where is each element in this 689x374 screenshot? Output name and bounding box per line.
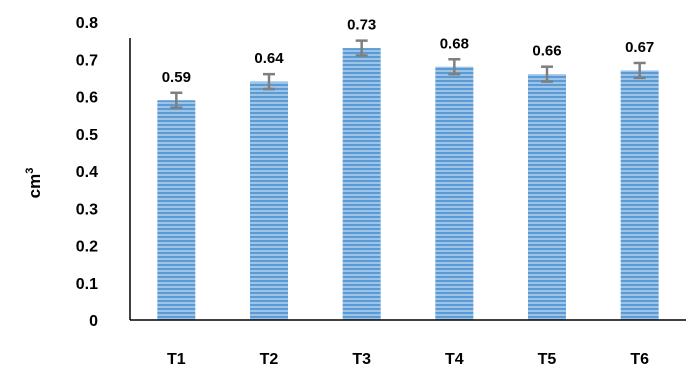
y-tick-label: 0.6 [76, 90, 98, 107]
y-axis-title: cm3 [24, 168, 44, 199]
data-label-t5: 0.66 [532, 43, 561, 60]
data-label-t4: 0.68 [440, 35, 469, 52]
data-label-t1: 0.59 [162, 69, 191, 86]
error-bar-t2 [263, 72, 275, 91]
bar-t4 [435, 66, 474, 320]
bar-t6 [620, 70, 659, 320]
category-label-t6: T6 [630, 351, 649, 368]
bar-t2 [250, 81, 288, 320]
category-label-t4: T4 [445, 351, 464, 368]
y-tick-label: 0.4 [76, 164, 98, 181]
error-bar-t5 [541, 65, 553, 83]
y-axis-tick-labels: 0 0.1 0.2 0.3 0.4 0.5 0.6 0.7 0.8 [76, 15, 98, 330]
error-bar-t1 [170, 91, 183, 109]
error-bars [170, 39, 646, 109]
data-label-t6: 0.67 [625, 39, 654, 56]
bar-t3 [342, 48, 381, 320]
category-label-t1: T1 [167, 351, 186, 368]
data-label-t2: 0.64 [254, 50, 284, 67]
bars [157, 48, 659, 321]
bar-t1 [157, 100, 196, 320]
y-tick-label: 0.3 [76, 201, 98, 218]
bar-t5 [528, 74, 566, 321]
category-label-t2: T2 [260, 351, 279, 368]
y-tick-label: 0.2 [76, 239, 98, 256]
y-tick-label: 0.1 [76, 276, 98, 293]
y-tick-label: 0.8 [76, 15, 98, 32]
error-bar-t3 [355, 39, 368, 57]
x-axis-tick-labels: T1 T2 T3 T4 T5 T6 [167, 351, 649, 368]
y-axis-title-text: cm [25, 174, 44, 199]
data-labels: 0.59 0.64 0.73 0.68 0.66 0.67 [162, 17, 655, 86]
y-axis-title-superscript: 3 [24, 168, 36, 174]
y-tick-label: 0.7 [76, 52, 98, 69]
data-label-t3: 0.73 [347, 17, 376, 34]
error-bar-t6 [633, 61, 646, 80]
y-tick-label: 0.5 [76, 127, 98, 144]
category-label-t3: T3 [352, 351, 371, 368]
error-bar-t4 [448, 58, 461, 76]
category-label-t5: T5 [538, 351, 557, 368]
y-tick-label: 0 [89, 313, 98, 330]
